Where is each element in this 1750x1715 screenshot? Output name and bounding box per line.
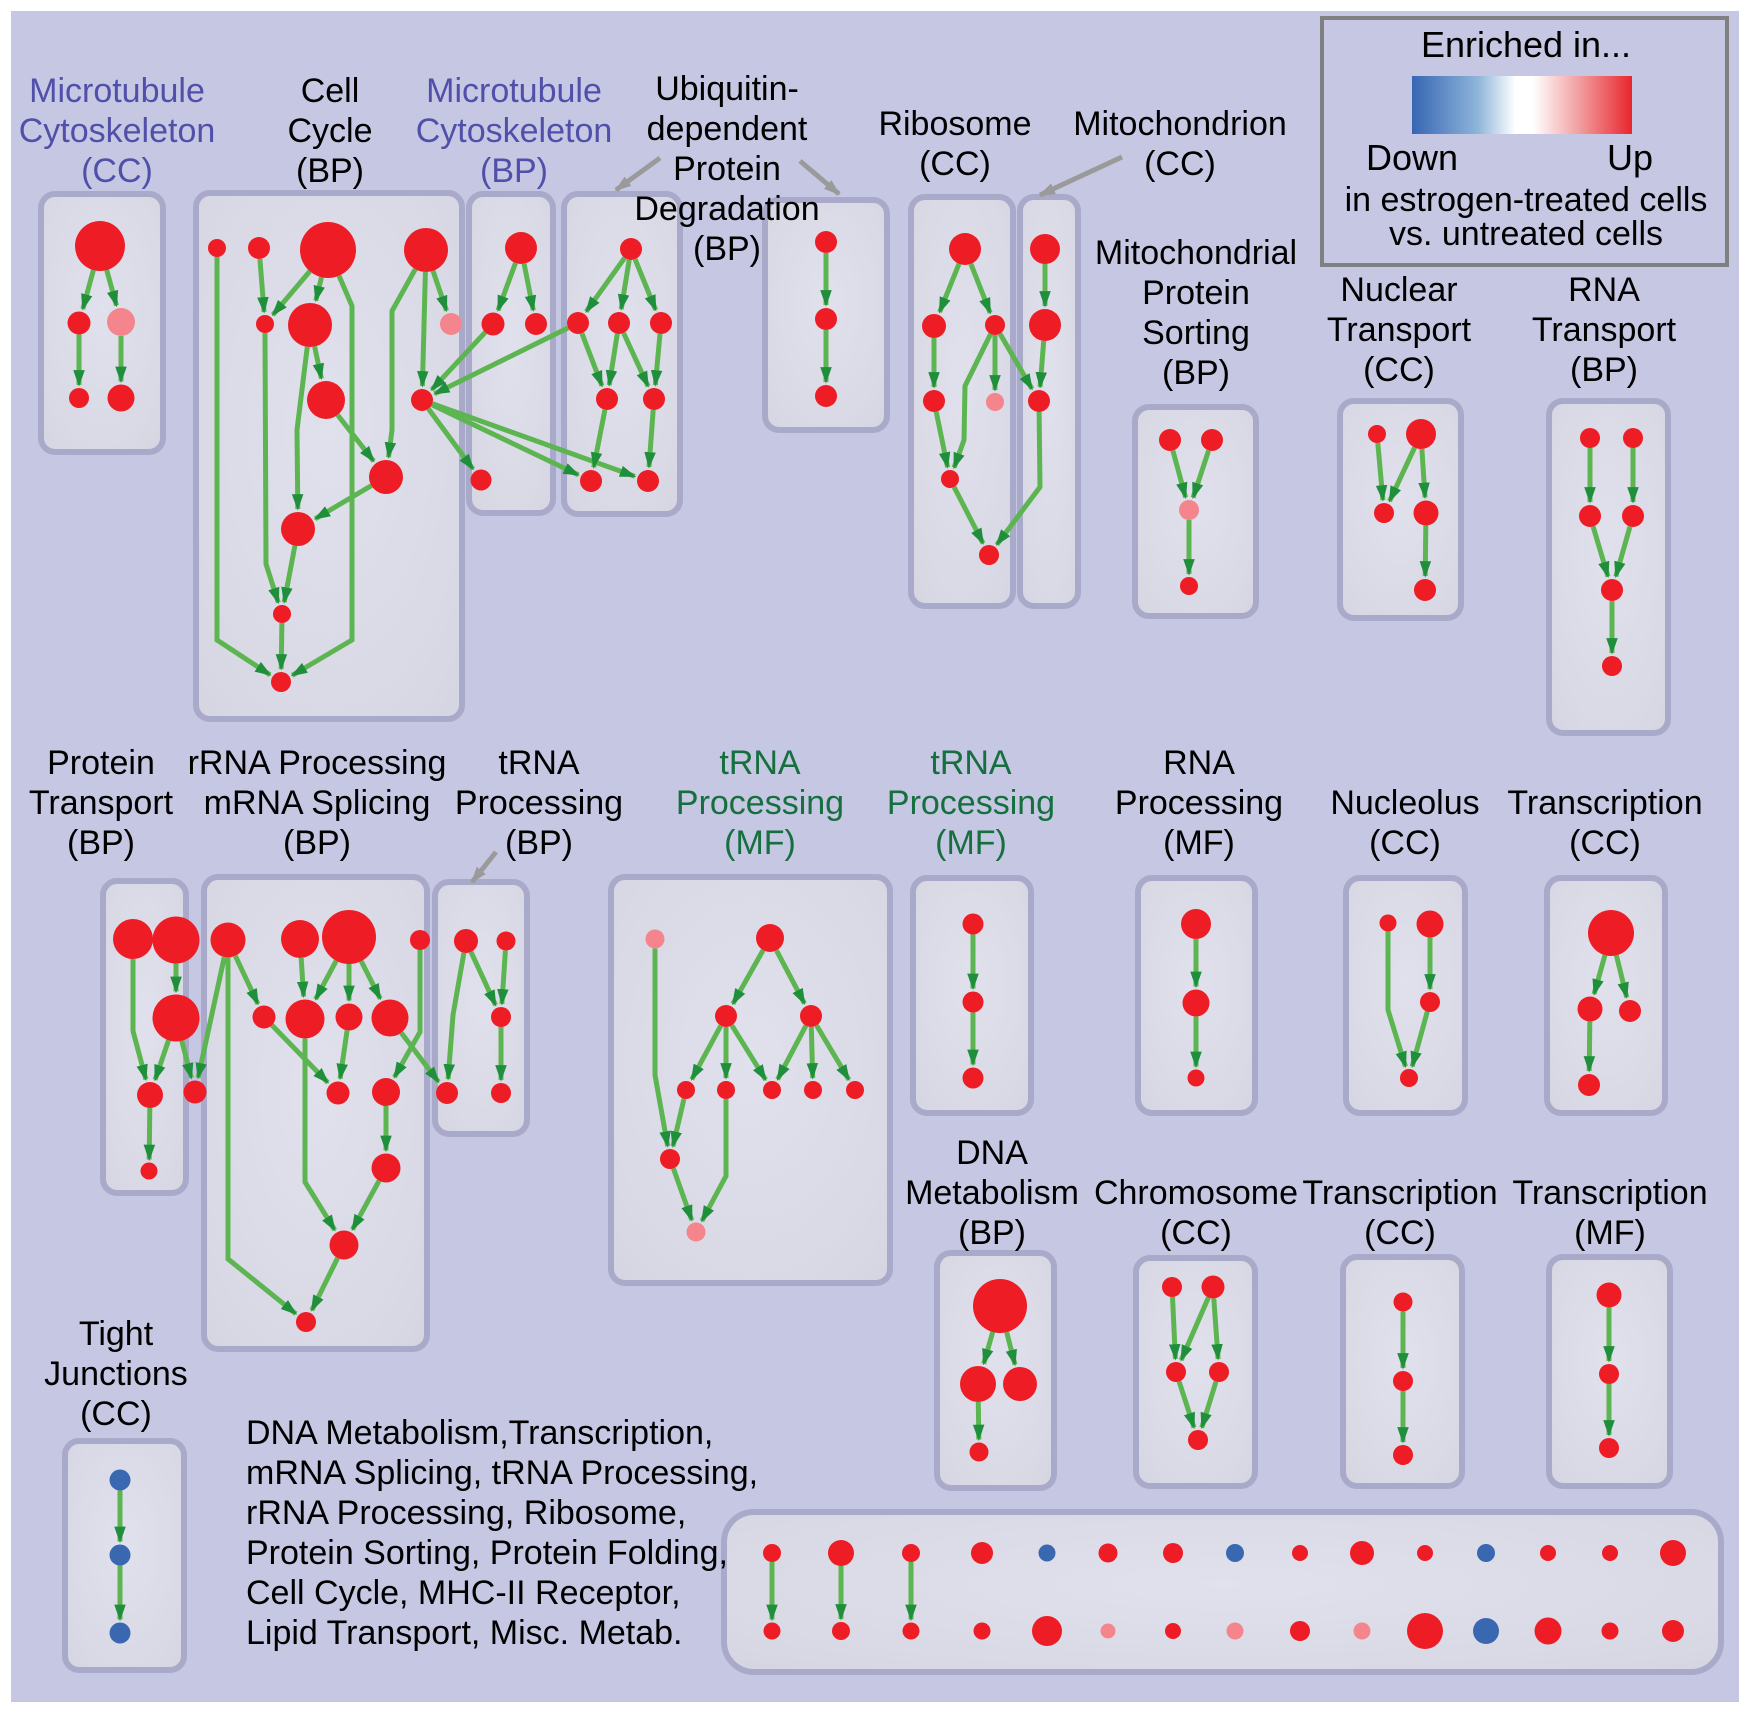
svg-text:(BP): (BP) <box>283 824 351 862</box>
svg-text:Chromosome: Chromosome <box>1094 1174 1298 1212</box>
svg-text:tRNA: tRNA <box>498 744 580 782</box>
svg-text:(MF): (MF) <box>1574 1214 1646 1252</box>
svg-text:(BP): (BP) <box>1570 351 1638 389</box>
svg-text:(CC): (CC) <box>80 1395 152 1433</box>
svg-text:(BP): (BP) <box>67 824 135 862</box>
svg-text:Transcription: Transcription <box>1302 1174 1497 1212</box>
svg-text:Cell: Cell <box>301 72 360 110</box>
svg-text:(BP): (BP) <box>693 230 761 268</box>
svg-text:Down: Down <box>1366 137 1458 178</box>
svg-text:Transcription: Transcription <box>1512 1174 1707 1212</box>
svg-text:(CC): (CC) <box>919 145 991 183</box>
svg-text:Protein: Protein <box>673 150 781 188</box>
svg-text:mRNA Splicing, tRNA Processing: mRNA Splicing, tRNA Processing, <box>246 1454 758 1492</box>
svg-text:Protein: Protein <box>1142 274 1250 312</box>
svg-text:(CC): (CC) <box>1369 824 1441 862</box>
svg-text:(CC): (CC) <box>81 152 153 190</box>
svg-text:Processing: Processing <box>455 784 623 822</box>
svg-text:Processing: Processing <box>887 784 1055 822</box>
svg-text:Nuclear: Nuclear <box>1340 271 1457 309</box>
svg-text:(CC): (CC) <box>1569 824 1641 862</box>
svg-text:Transport: Transport <box>29 784 174 822</box>
svg-text:Nucleolus: Nucleolus <box>1330 784 1479 822</box>
svg-text:Transport: Transport <box>1327 311 1472 349</box>
svg-text:DNA: DNA <box>956 1134 1028 1172</box>
svg-text:Ribosome: Ribosome <box>878 105 1031 143</box>
svg-text:Protein: Protein <box>47 744 155 782</box>
svg-text:Mitochondrion: Mitochondrion <box>1073 105 1287 143</box>
svg-text:rRNA Processing, Ribosome,: rRNA Processing, Ribosome, <box>246 1494 686 1532</box>
svg-text:(MF): (MF) <box>724 824 796 862</box>
svg-text:in estrogen-treated cells: in estrogen-treated cells <box>1345 181 1708 219</box>
svg-text:Cell Cycle, MHC-II Receptor,: Cell Cycle, MHC-II Receptor, <box>246 1574 681 1612</box>
svg-text:Cytoskeleton: Cytoskeleton <box>416 112 613 150</box>
svg-text:tRNA: tRNA <box>930 744 1012 782</box>
svg-text:Sorting: Sorting <box>1142 314 1250 352</box>
svg-text:Microtubule: Microtubule <box>426 72 602 110</box>
svg-text:(BP): (BP) <box>480 152 548 190</box>
svg-text:Processing: Processing <box>676 784 844 822</box>
svg-text:DNA Metabolism,Transcription,: DNA Metabolism,Transcription, <box>246 1414 713 1452</box>
svg-text:Up: Up <box>1607 137 1653 178</box>
svg-text:Junctions: Junctions <box>44 1355 188 1393</box>
svg-text:Cytoskeleton: Cytoskeleton <box>19 112 216 150</box>
svg-text:Cycle: Cycle <box>287 112 372 150</box>
svg-text:(BP): (BP) <box>296 152 364 190</box>
svg-text:(MF): (MF) <box>935 824 1007 862</box>
svg-text:tRNA: tRNA <box>719 744 801 782</box>
svg-text:(CC): (CC) <box>1363 351 1435 389</box>
svg-text:(BP): (BP) <box>958 1214 1026 1252</box>
svg-text:(CC): (CC) <box>1160 1214 1232 1252</box>
svg-text:dependent: dependent <box>647 110 808 148</box>
svg-text:rRNA Processing: rRNA Processing <box>188 744 447 782</box>
svg-text:Protein Sorting, Protein Foldi: Protein Sorting, Protein Folding, <box>246 1534 728 1572</box>
svg-text:(BP): (BP) <box>505 824 573 862</box>
svg-text:Transport: Transport <box>1532 311 1677 349</box>
svg-text:RNA: RNA <box>1568 271 1640 309</box>
svg-text:Degradation: Degradation <box>634 190 819 228</box>
svg-text:(CC): (CC) <box>1144 145 1216 183</box>
svg-text:Processing: Processing <box>1115 784 1283 822</box>
svg-text:Mitochondrial: Mitochondrial <box>1095 234 1297 272</box>
svg-text:Lipid Transport, Misc. Metab.: Lipid Transport, Misc. Metab. <box>246 1614 683 1652</box>
svg-text:vs. untreated cells: vs. untreated cells <box>1389 215 1663 253</box>
svg-text:Tight: Tight <box>79 1315 154 1353</box>
svg-text:(BP): (BP) <box>1162 354 1230 392</box>
svg-text:RNA: RNA <box>1163 744 1235 782</box>
svg-text:(CC): (CC) <box>1364 1214 1436 1252</box>
svg-text:mRNA Splicing: mRNA Splicing <box>204 784 431 822</box>
svg-text:Ubiquitin-: Ubiquitin- <box>655 70 799 108</box>
svg-text:Transcription: Transcription <box>1507 784 1702 822</box>
svg-text:Enriched in...: Enriched in... <box>1421 24 1631 65</box>
svg-text:Metabolism: Metabolism <box>905 1174 1079 1212</box>
svg-text:Microtubule: Microtubule <box>29 72 205 110</box>
svg-text:(MF): (MF) <box>1163 824 1235 862</box>
